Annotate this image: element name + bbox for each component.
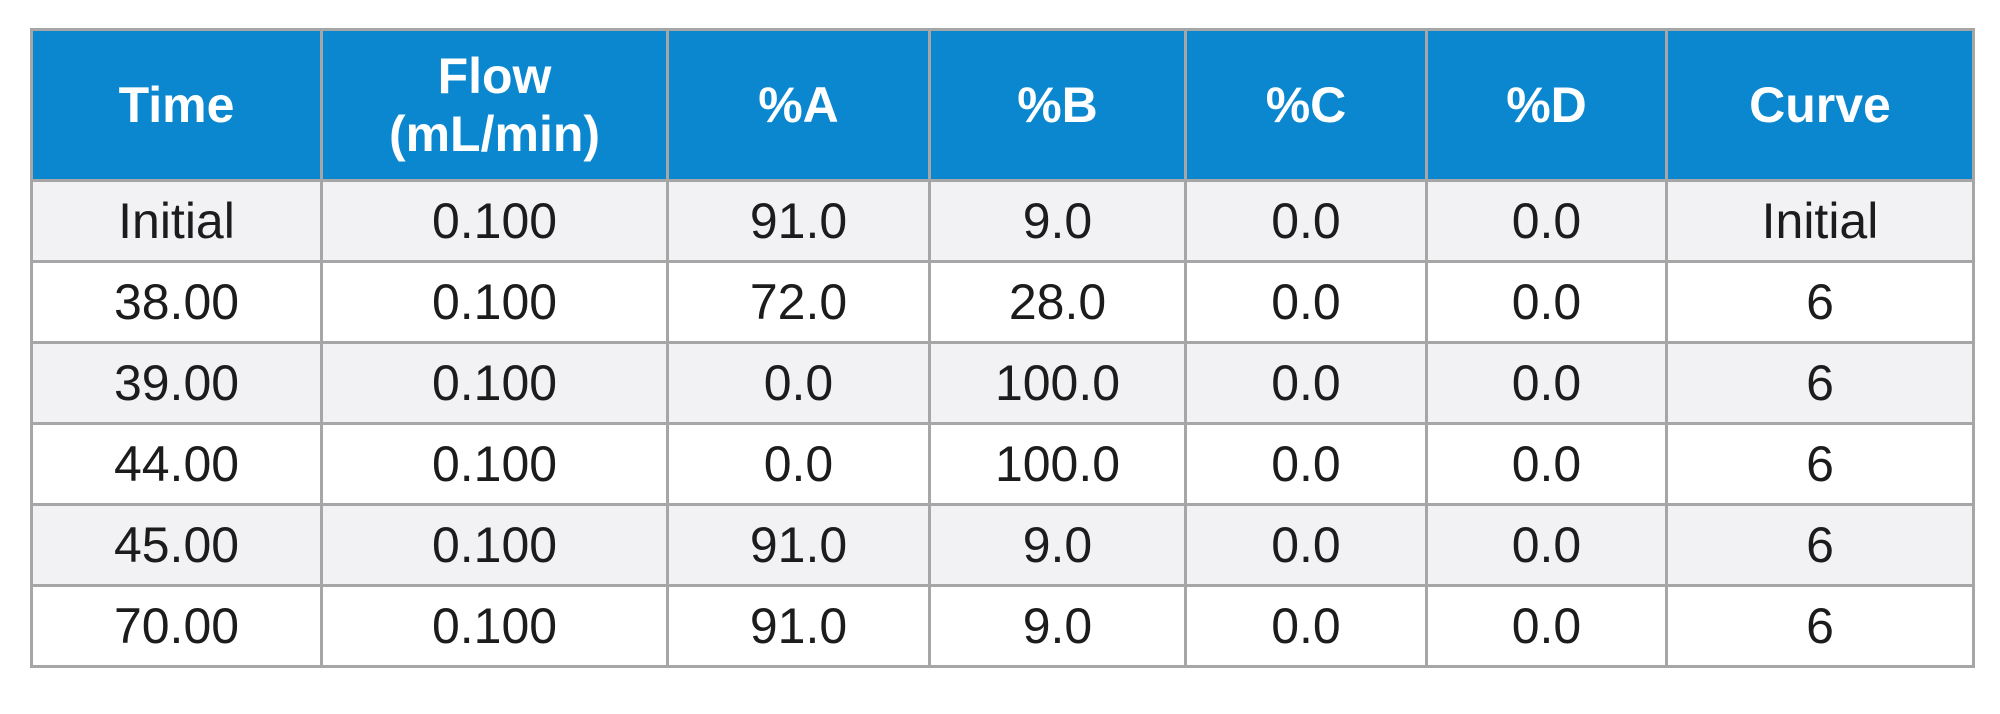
cell-time: 70.00: [30, 584, 323, 668]
cell-time: 45.00: [30, 503, 323, 587]
cell-percent-b: 9.0: [928, 179, 1187, 263]
cell-flow: 0.100: [320, 584, 669, 668]
table-row: 38.00 0.100 72.0 28.0 0.0 0.0 6: [30, 260, 1975, 344]
cell-percent-d: 0.0: [1425, 503, 1668, 587]
cell-percent-d: 0.0: [1425, 422, 1668, 506]
column-header-flow-line2: (mL/min): [388, 106, 601, 162]
cell-curve: 6: [1665, 260, 1975, 344]
table-row: 70.00 0.100 91.0 9.0 0.0 0.0 6: [30, 584, 1975, 668]
header-row: Time Flow (mL/min) %A %B %C %D Curve: [30, 28, 1975, 182]
column-header-flow-line1: Flow: [437, 48, 552, 104]
cell-percent-d: 0.0: [1425, 179, 1668, 263]
cell-curve: 6: [1665, 341, 1975, 425]
cell-time: Initial: [30, 179, 323, 263]
table-row: Initial 0.100 91.0 9.0 0.0 0.0 Initial: [30, 179, 1975, 263]
cell-flow: 0.100: [320, 179, 669, 263]
column-header-percent-c: %C: [1184, 28, 1428, 182]
cell-percent-a: 0.0: [666, 422, 931, 506]
cell-percent-c: 0.0: [1184, 503, 1428, 587]
table-row: 39.00 0.100 0.0 100.0 0.0 0.0 6: [30, 341, 1975, 425]
cell-curve: 6: [1665, 503, 1975, 587]
cell-time: 39.00: [30, 341, 323, 425]
table-row: 44.00 0.100 0.0 100.0 0.0 0.0 6: [30, 422, 1975, 506]
cell-time: 38.00: [30, 260, 323, 344]
column-header-time: Time: [30, 28, 323, 182]
cell-percent-b: 100.0: [928, 422, 1187, 506]
cell-flow: 0.100: [320, 260, 669, 344]
table-header: Time Flow (mL/min) %A %B %C %D Curve: [30, 28, 1975, 182]
gradient-table: Time Flow (mL/min) %A %B %C %D Curve Ini…: [30, 28, 1975, 668]
cell-percent-c: 0.0: [1184, 179, 1428, 263]
cell-percent-d: 0.0: [1425, 584, 1668, 668]
cell-percent-c: 0.0: [1184, 260, 1428, 344]
cell-percent-a: 91.0: [666, 503, 931, 587]
cell-percent-b: 100.0: [928, 341, 1187, 425]
cell-percent-a: 91.0: [666, 179, 931, 263]
cell-percent-b: 9.0: [928, 503, 1187, 587]
cell-percent-c: 0.0: [1184, 341, 1428, 425]
cell-percent-a: 91.0: [666, 584, 931, 668]
cell-percent-c: 0.0: [1184, 584, 1428, 668]
column-header-curve: Curve: [1665, 28, 1975, 182]
column-header-percent-b: %B: [928, 28, 1187, 182]
cell-flow: 0.100: [320, 341, 669, 425]
cell-percent-d: 0.0: [1425, 341, 1668, 425]
table-row: 45.00 0.100 91.0 9.0 0.0 0.0 6: [30, 503, 1975, 587]
cell-curve: 6: [1665, 422, 1975, 506]
cell-curve: Initial: [1665, 179, 1975, 263]
cell-percent-b: 9.0: [928, 584, 1187, 668]
cell-flow: 0.100: [320, 503, 669, 587]
column-header-percent-d: %D: [1425, 28, 1668, 182]
cell-flow: 0.100: [320, 422, 669, 506]
cell-percent-d: 0.0: [1425, 260, 1668, 344]
table-body: Initial 0.100 91.0 9.0 0.0 0.0 Initial 3…: [30, 179, 1975, 668]
column-header-percent-a: %A: [666, 28, 931, 182]
cell-percent-b: 28.0: [928, 260, 1187, 344]
cell-time: 44.00: [30, 422, 323, 506]
cell-percent-a: 72.0: [666, 260, 931, 344]
column-header-flow: Flow (mL/min): [320, 28, 669, 182]
cell-percent-a: 0.0: [666, 341, 931, 425]
cell-percent-c: 0.0: [1184, 422, 1428, 506]
cell-curve: 6: [1665, 584, 1975, 668]
